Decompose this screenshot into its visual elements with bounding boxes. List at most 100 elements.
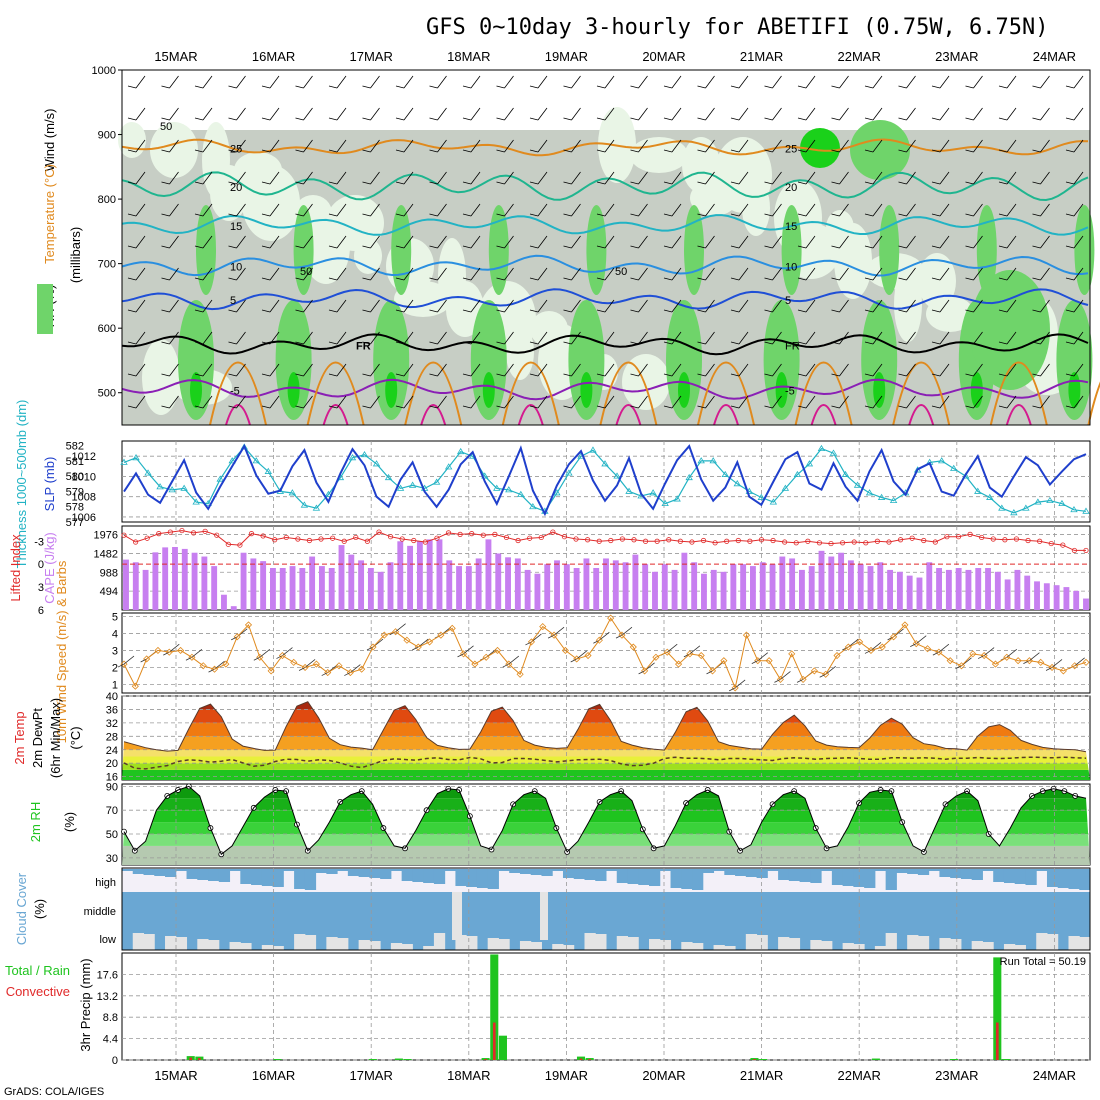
cape-bar xyxy=(191,552,198,610)
temp-band xyxy=(122,763,1090,770)
thickness-tick-label: 580 xyxy=(66,471,84,483)
cape-bar xyxy=(318,566,325,610)
wind-barb xyxy=(525,633,542,646)
wind-point xyxy=(459,650,468,658)
wind-barb xyxy=(395,203,414,217)
cloud-high-bar xyxy=(950,869,962,878)
thickness-point xyxy=(252,457,260,464)
wind-barb xyxy=(194,171,213,185)
wind-barb xyxy=(429,107,447,121)
date-label-bottom: 24MAR xyxy=(1033,1068,1076,1083)
wind-barb xyxy=(831,267,849,281)
wind-barb xyxy=(864,299,883,313)
wind-barb xyxy=(462,363,481,377)
cloud-low-gap xyxy=(1068,936,1080,950)
cloud-high-bar xyxy=(143,869,155,875)
rh-line xyxy=(123,785,1087,856)
rh-tick-label: 50 xyxy=(106,829,118,841)
thickness-point xyxy=(384,473,393,481)
wind-barb xyxy=(194,235,213,249)
precip-total-bar xyxy=(759,1059,768,1060)
thickness-point xyxy=(781,484,790,491)
cloud-low-gap xyxy=(982,942,994,950)
wind-point xyxy=(765,657,773,665)
li-tick-label: 3 xyxy=(38,582,44,594)
wind-barb xyxy=(764,107,782,121)
wind-point xyxy=(1082,658,1090,666)
cloud-high-bar xyxy=(1046,869,1059,887)
wind-barb xyxy=(931,363,950,377)
wind-barb xyxy=(127,235,146,249)
temp-tick-label: 28 xyxy=(106,731,118,743)
cape-bar xyxy=(211,566,218,610)
slp-tick-label: 1012 xyxy=(72,451,96,463)
wind-barb xyxy=(563,331,581,345)
wind-barb xyxy=(429,395,447,409)
cape-bar xyxy=(847,560,854,610)
cape-bar xyxy=(456,566,462,610)
wind-barb xyxy=(697,363,715,377)
rh-moist-patch xyxy=(1056,300,1093,420)
cloud-low-gap xyxy=(165,936,177,950)
wind-barb xyxy=(563,395,581,409)
cloud-high-bar xyxy=(122,869,134,871)
rh-light-patch xyxy=(234,152,282,188)
date-label-top: 18MAR xyxy=(447,49,490,64)
wind-point xyxy=(731,684,739,692)
cape-bar xyxy=(377,571,384,610)
cape-bar xyxy=(123,559,129,610)
cloud-low-gap xyxy=(1036,933,1048,950)
cloud-low-gap xyxy=(433,933,446,950)
wind-barb xyxy=(529,299,548,313)
cloud-high-bar xyxy=(896,869,908,873)
cape-bar xyxy=(1004,579,1011,610)
wind-barb xyxy=(1032,75,1050,89)
cloud-high-bar xyxy=(606,869,618,871)
wind-barb xyxy=(596,171,615,185)
wind-barb xyxy=(261,139,280,153)
wind-barb xyxy=(161,363,179,377)
isotherm-spike xyxy=(501,361,560,426)
wind-barb xyxy=(998,75,1017,89)
wind-barb xyxy=(161,299,179,313)
wind-barb xyxy=(864,171,883,185)
rh-contour-label: 50 xyxy=(615,266,627,278)
wind-barb xyxy=(864,107,883,121)
cloud-high-bar xyxy=(778,869,790,880)
wind-point xyxy=(754,657,762,665)
wind-point xyxy=(980,651,988,660)
wind-point xyxy=(1037,658,1045,666)
cape-bar xyxy=(524,569,531,610)
isotherm-spike xyxy=(892,361,951,426)
cloud-high-bar xyxy=(885,869,897,890)
cloud-low-gap xyxy=(143,934,155,950)
y-tick-label: 500 xyxy=(98,388,116,400)
wind-barb xyxy=(194,107,213,121)
slp-axis-label: SLP (mb) xyxy=(42,457,57,512)
wind-barb xyxy=(630,75,648,89)
wind-barb xyxy=(1065,107,1084,121)
cape-bar xyxy=(554,560,560,610)
thickness-point xyxy=(793,470,802,478)
isotherm-line xyxy=(121,333,1089,356)
wind-barb xyxy=(596,331,615,345)
date-label-bottom: 17MAR xyxy=(350,1068,393,1083)
cape-bar xyxy=(358,560,365,610)
cape-bar xyxy=(132,562,139,610)
thickness-point xyxy=(180,484,188,491)
cape-tick-label: 494 xyxy=(100,586,118,598)
wind-barb xyxy=(563,235,581,249)
wind-point xyxy=(595,636,603,644)
isotherm-spike xyxy=(420,404,447,426)
cape-tick-label: 1482 xyxy=(94,548,118,560)
wind-barb xyxy=(831,363,849,377)
wind-barb xyxy=(228,171,246,185)
cloud-high-bar xyxy=(218,869,231,882)
precip-total-bar xyxy=(490,954,499,1060)
cloud-high-bar xyxy=(272,869,284,887)
cloud-low-gap xyxy=(595,934,607,950)
wind-barb xyxy=(362,363,380,377)
wind-barb xyxy=(570,650,587,663)
wind-barb xyxy=(161,267,179,281)
wind-barb xyxy=(831,75,849,89)
